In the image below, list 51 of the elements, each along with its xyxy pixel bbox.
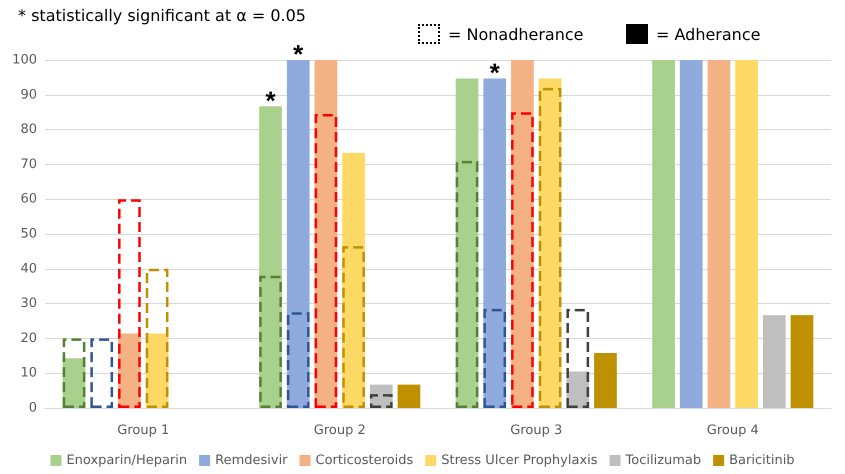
y-tick-label: 50 bbox=[20, 226, 37, 242]
y-tick-label: 60 bbox=[20, 192, 37, 207]
bar bbox=[259, 276, 282, 408]
bar bbox=[370, 394, 393, 408]
bar bbox=[314, 114, 338, 408]
bar bbox=[483, 308, 506, 408]
bar bbox=[62, 338, 86, 408]
bar bbox=[90, 338, 114, 408]
bar bbox=[594, 353, 617, 408]
bar bbox=[286, 312, 310, 408]
y-tick-label: 70 bbox=[20, 156, 37, 172]
y-tick-label: 0 bbox=[28, 400, 37, 416]
y-tick-label: 20 bbox=[20, 330, 37, 346]
bar bbox=[652, 60, 675, 408]
legend-label: Enoxparin/Heparin bbox=[66, 453, 188, 468]
text: = Adherance bbox=[656, 25, 760, 44]
bar bbox=[342, 152, 365, 408]
x-tick-label: Group 1 bbox=[117, 423, 170, 438]
x-tick-label: Group 4 bbox=[706, 423, 759, 438]
bar bbox=[708, 60, 730, 408]
data-label: * bbox=[293, 39, 304, 69]
bar bbox=[342, 246, 365, 408]
bar bbox=[146, 268, 168, 408]
legend-label: Baricitinib bbox=[729, 453, 795, 468]
data-label: * bbox=[490, 57, 501, 88]
bar bbox=[259, 106, 282, 408]
data-label: * bbox=[265, 85, 276, 116]
bar bbox=[398, 384, 420, 408]
bar bbox=[790, 315, 814, 408]
bar bbox=[286, 60, 310, 408]
bar bbox=[456, 160, 478, 408]
bar bbox=[566, 308, 590, 408]
text: * statistically significant at α = 0.05 bbox=[18, 6, 306, 25]
y-tick-label: 30 bbox=[20, 296, 37, 312]
bar bbox=[483, 78, 506, 408]
legend-label: Corticosteroids bbox=[316, 453, 414, 468]
bar bbox=[762, 315, 786, 408]
bar bbox=[735, 60, 758, 408]
legend-label: Stress Ulcer Prophylaxis bbox=[441, 453, 598, 468]
y-tick-label: 10 bbox=[20, 366, 37, 381]
x-tick-label: Group 3 bbox=[510, 423, 562, 438]
bar bbox=[118, 199, 141, 408]
text: = Nonadherance bbox=[448, 25, 584, 44]
y-tick-label: 80 bbox=[20, 122, 37, 138]
bar bbox=[680, 60, 703, 408]
legend-label: Remdesivir bbox=[215, 453, 288, 468]
y-tick-label: 40 bbox=[20, 261, 37, 276]
y-tick-label: 90 bbox=[20, 87, 37, 102]
y-tick-label: 100 bbox=[12, 52, 37, 68]
legend-label: Tocilizumab bbox=[624, 453, 702, 468]
x-tick-label: Group 2 bbox=[314, 423, 366, 438]
